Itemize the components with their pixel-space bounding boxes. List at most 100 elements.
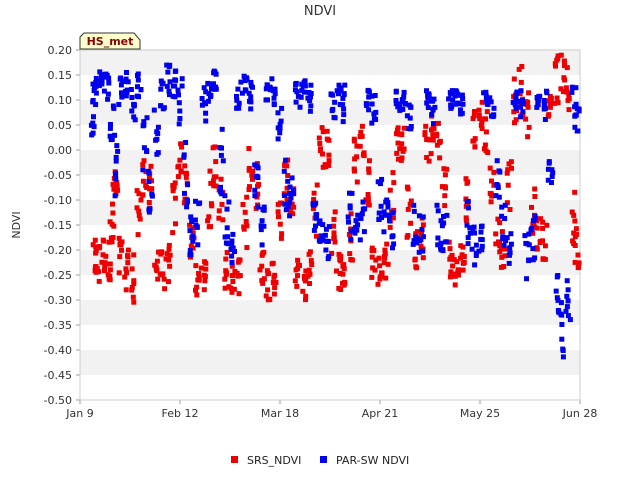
point-srs-ndvi	[205, 218, 211, 224]
point-srs-ndvi	[404, 234, 410, 240]
point-srs-ndvi	[571, 212, 577, 218]
point-srs-ndvi	[447, 274, 453, 280]
point-par-sw-ndvi	[229, 238, 235, 244]
point-srs-ndvi	[354, 143, 360, 149]
point-srs-ndvi	[363, 197, 369, 203]
point-par-sw-ndvi	[465, 205, 471, 211]
point-srs-ndvi	[134, 205, 140, 211]
point-par-sw-ndvi	[541, 101, 547, 107]
point-srs-ndvi	[249, 172, 255, 178]
point-srs-ndvi	[190, 230, 196, 236]
point-srs-ndvi	[408, 220, 414, 226]
point-par-sw-ndvi	[444, 212, 450, 218]
point-par-sw-ndvi	[103, 71, 109, 77]
point-par-sw-ndvi	[376, 217, 382, 222]
point-srs-ndvi	[437, 155, 443, 161]
point-par-sw-ndvi	[400, 106, 406, 112]
point-par-sw-ndvi	[147, 206, 153, 212]
point-par-sw-ndvi	[190, 238, 196, 244]
point-srs-ndvi	[546, 112, 552, 118]
point-par-sw-ndvi	[318, 233, 324, 239]
point-par-sw-ndvi	[532, 216, 538, 222]
point-srs-ndvi	[442, 203, 448, 209]
point-srs-ndvi	[166, 279, 171, 285]
point-srs-ndvi	[458, 243, 464, 249]
point-srs-ndvi	[194, 292, 200, 298]
point-srs-ndvi	[431, 133, 436, 139]
point-par-sw-ndvi	[141, 119, 147, 125]
point-par-sw-ndvi	[248, 94, 254, 100]
point-par-sw-ndvi	[308, 82, 314, 88]
point-par-sw-ndvi	[555, 297, 561, 303]
point-srs-ndvi	[119, 247, 124, 253]
point-par-sw-ndvi	[288, 195, 294, 201]
point-srs-ndvi	[448, 269, 454, 275]
point-srs-ndvi	[137, 216, 143, 222]
point-par-sw-ndvi	[124, 87, 130, 93]
point-par-sw-ndvi	[467, 230, 473, 236]
point-par-sw-ndvi	[167, 92, 172, 98]
point-srs-ndvi	[377, 263, 383, 269]
point-par-sw-ndvi	[90, 120, 96, 126]
point-par-sw-ndvi	[357, 237, 363, 243]
point-par-sw-ndvi	[101, 88, 107, 94]
point-par-sw-ndvi	[558, 311, 564, 317]
point-srs-ndvi	[558, 86, 564, 92]
point-par-sw-ndvi	[271, 95, 277, 101]
point-srs-ndvi	[444, 166, 450, 172]
point-srs-ndvi	[326, 162, 332, 168]
point-srs-ndvi	[516, 66, 522, 72]
point-par-sw-ndvi	[172, 77, 178, 83]
point-srs-ndvi	[134, 188, 140, 194]
point-par-sw-ndvi	[534, 104, 540, 110]
point-srs-ndvi	[167, 263, 173, 269]
point-par-sw-ndvi	[99, 78, 105, 84]
point-srs-ndvi	[472, 109, 477, 114]
point-par-sw-ndvi	[336, 82, 342, 88]
point-srs-ndvi	[146, 200, 152, 205]
point-par-sw-ndvi	[111, 105, 117, 111]
point-srs-ndvi	[244, 245, 250, 250]
point-srs-ndvi	[413, 231, 419, 237]
point-par-sw-ndvi	[289, 175, 295, 181]
point-srs-ndvi	[284, 163, 290, 169]
point-par-sw-ndvi	[500, 234, 506, 240]
point-srs-ndvi	[456, 272, 461, 278]
point-srs-ndvi	[193, 263, 199, 269]
point-par-sw-ndvi	[524, 276, 529, 282]
point-par-sw-ndvi	[485, 102, 491, 107]
point-srs-ndvi	[395, 125, 401, 131]
point-srs-ndvi	[94, 269, 100, 275]
point-par-sw-ndvi	[252, 193, 258, 199]
point-par-sw-ndvi	[297, 104, 303, 110]
point-par-sw-ndvi	[211, 81, 216, 87]
point-srs-ndvi	[555, 100, 561, 106]
point-srs-ndvi	[569, 209, 575, 215]
point-srs-ndvi	[255, 191, 261, 197]
point-srs-ndvi	[229, 289, 235, 295]
point-srs-ndvi	[148, 163, 154, 169]
point-srs-ndvi	[341, 266, 347, 272]
point-par-sw-ndvi	[375, 179, 381, 185]
point-par-sw-ndvi	[222, 193, 228, 199]
point-srs-ndvi	[497, 243, 503, 249]
point-par-sw-ndvi	[439, 223, 445, 229]
point-par-sw-ndvi	[411, 238, 417, 244]
point-par-sw-ndvi	[295, 93, 301, 99]
point-srs-ndvi	[482, 116, 488, 122]
point-par-sw-ndvi	[560, 346, 566, 352]
point-srs-ndvi	[426, 158, 432, 164]
point-srs-ndvi	[172, 180, 178, 186]
point-par-sw-ndvi	[275, 125, 281, 131]
point-par-sw-ndvi	[369, 93, 375, 99]
point-par-sw-ndvi	[529, 225, 535, 231]
point-par-sw-ndvi	[565, 298, 571, 304]
point-srs-ndvi	[131, 252, 137, 258]
point-par-sw-ndvi	[573, 85, 579, 91]
point-srs-ndvi	[237, 273, 243, 279]
point-srs-ndvi	[288, 209, 294, 215]
point-srs-ndvi	[210, 178, 216, 184]
point-srs-ndvi	[257, 267, 263, 273]
point-srs-ndvi	[370, 265, 376, 271]
point-par-sw-ndvi	[325, 256, 331, 262]
